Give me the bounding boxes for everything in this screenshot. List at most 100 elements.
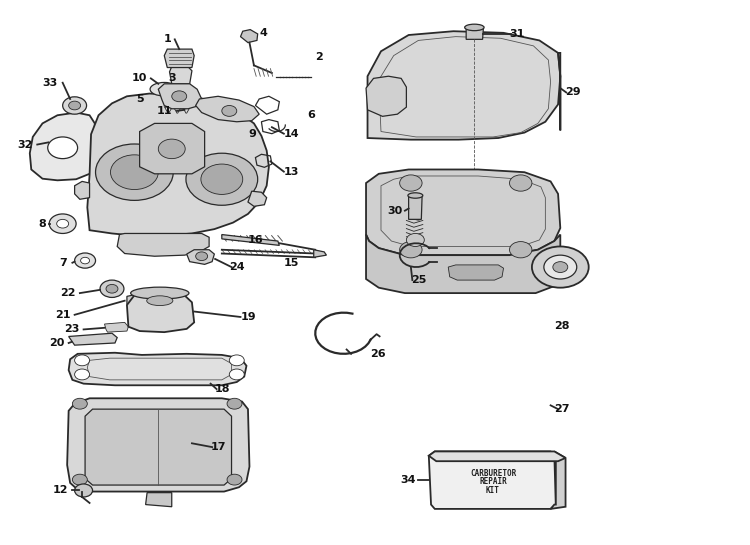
Text: CARBURETOR: CARBURETOR — [470, 469, 516, 477]
Circle shape — [74, 484, 92, 497]
Polygon shape — [429, 451, 566, 461]
Text: 11: 11 — [156, 106, 172, 116]
Polygon shape — [140, 123, 205, 174]
Circle shape — [48, 137, 77, 159]
Circle shape — [50, 214, 76, 233]
Circle shape — [230, 355, 244, 366]
Polygon shape — [187, 250, 214, 264]
Text: 7: 7 — [59, 258, 68, 268]
Polygon shape — [146, 493, 172, 507]
Circle shape — [544, 255, 577, 279]
Text: 22: 22 — [61, 288, 76, 298]
Polygon shape — [117, 233, 209, 256]
Text: 16: 16 — [248, 235, 263, 245]
Polygon shape — [368, 31, 560, 140]
Polygon shape — [196, 96, 260, 122]
Ellipse shape — [465, 24, 484, 31]
Polygon shape — [87, 94, 269, 235]
Text: 2: 2 — [315, 52, 323, 62]
Polygon shape — [164, 49, 194, 68]
Circle shape — [95, 144, 173, 201]
Polygon shape — [558, 53, 560, 130]
Circle shape — [106, 284, 118, 293]
Polygon shape — [314, 250, 326, 257]
Polygon shape — [74, 181, 89, 199]
Text: 5: 5 — [136, 94, 143, 104]
Text: 33: 33 — [42, 78, 58, 88]
Polygon shape — [550, 451, 566, 509]
Circle shape — [74, 355, 89, 366]
Text: 34: 34 — [400, 475, 416, 485]
Text: 8: 8 — [38, 219, 46, 229]
Circle shape — [80, 257, 89, 264]
Polygon shape — [127, 293, 194, 332]
Polygon shape — [409, 197, 422, 219]
Text: 15: 15 — [284, 258, 299, 268]
Circle shape — [196, 252, 208, 261]
Text: 30: 30 — [388, 205, 403, 216]
Text: 1: 1 — [164, 34, 172, 44]
Polygon shape — [366, 76, 407, 116]
Circle shape — [227, 474, 242, 485]
Polygon shape — [222, 234, 279, 245]
Text: 9: 9 — [248, 129, 256, 138]
Text: REPAIR: REPAIR — [479, 477, 507, 486]
Circle shape — [400, 175, 422, 191]
Text: 23: 23 — [64, 324, 80, 335]
Circle shape — [406, 233, 424, 246]
Text: 19: 19 — [241, 312, 256, 322]
Polygon shape — [69, 333, 117, 345]
Polygon shape — [248, 191, 267, 207]
Text: 4: 4 — [260, 28, 267, 38]
Circle shape — [158, 139, 185, 159]
Text: 31: 31 — [509, 29, 525, 39]
Polygon shape — [466, 28, 483, 39]
Polygon shape — [104, 323, 128, 332]
Text: 17: 17 — [211, 442, 226, 452]
Polygon shape — [366, 169, 560, 255]
Circle shape — [69, 101, 80, 110]
Text: 20: 20 — [50, 338, 65, 348]
Circle shape — [57, 219, 69, 228]
Polygon shape — [85, 409, 232, 485]
Circle shape — [222, 106, 237, 116]
Circle shape — [509, 241, 532, 258]
Text: 21: 21 — [55, 310, 70, 320]
Text: 28: 28 — [554, 320, 570, 331]
Circle shape — [186, 153, 258, 205]
Circle shape — [172, 91, 187, 102]
Circle shape — [110, 155, 158, 190]
Polygon shape — [127, 294, 145, 307]
Circle shape — [532, 246, 589, 288]
Circle shape — [100, 280, 124, 298]
Circle shape — [72, 398, 87, 409]
Text: 32: 32 — [17, 140, 33, 149]
Text: KIT: KIT — [486, 486, 500, 495]
Text: 13: 13 — [284, 167, 299, 177]
Text: 10: 10 — [132, 74, 147, 83]
Circle shape — [72, 474, 87, 485]
Text: 26: 26 — [370, 349, 386, 359]
Ellipse shape — [408, 193, 423, 198]
Circle shape — [63, 97, 86, 114]
Circle shape — [400, 241, 422, 258]
Text: 14: 14 — [284, 129, 299, 138]
Circle shape — [74, 369, 89, 380]
Circle shape — [227, 398, 242, 409]
Polygon shape — [241, 29, 258, 43]
Polygon shape — [158, 84, 202, 109]
Text: 27: 27 — [554, 404, 570, 414]
Circle shape — [201, 164, 243, 195]
Circle shape — [509, 175, 532, 191]
Polygon shape — [429, 451, 556, 509]
Polygon shape — [366, 234, 560, 293]
Text: 29: 29 — [566, 88, 581, 98]
Circle shape — [74, 253, 95, 268]
Text: 3: 3 — [168, 74, 176, 83]
Polygon shape — [68, 398, 250, 492]
Text: 25: 25 — [411, 275, 426, 285]
Polygon shape — [170, 65, 192, 84]
Polygon shape — [30, 113, 94, 180]
Ellipse shape — [150, 82, 178, 96]
Ellipse shape — [130, 287, 189, 299]
